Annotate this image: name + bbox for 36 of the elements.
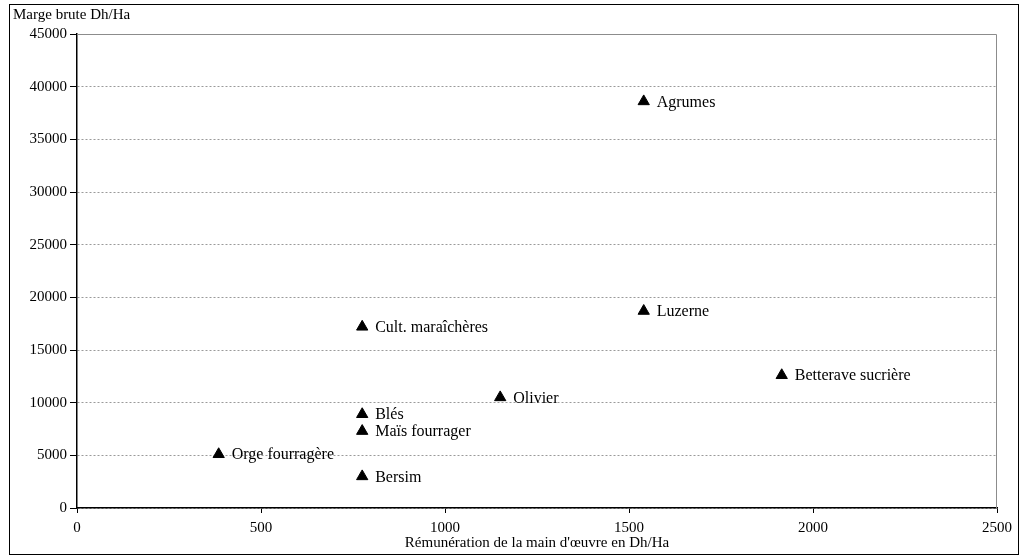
y-tick-label: 40000 bbox=[29, 77, 67, 94]
y-tick-label: 45000 bbox=[29, 24, 67, 41]
point bbox=[637, 304, 650, 315]
y-tick-label: 5000 bbox=[37, 446, 67, 463]
x-tick-label: 500 bbox=[249, 518, 273, 535]
y-tick-label: 25000 bbox=[29, 235, 67, 252]
annotation: Olivier bbox=[513, 388, 560, 406]
y-tick-label: 30000 bbox=[29, 182, 67, 199]
y-axis-title: Marge brute Dh/Ha bbox=[13, 5, 131, 22]
point bbox=[356, 319, 369, 331]
x-tick-label: 0 bbox=[73, 518, 81, 535]
point bbox=[637, 94, 650, 106]
point bbox=[494, 390, 507, 402]
annotation: Luzerne bbox=[656, 302, 710, 320]
annotation: Orge fourragère bbox=[231, 445, 334, 464]
y-tick-label: 15000 bbox=[29, 340, 67, 357]
y-tick-label: 0 bbox=[59, 498, 67, 515]
y-tick-label: 10000 bbox=[29, 393, 67, 410]
x-axis-title: Rémunération de la main d'œuvre en Dh/Ha bbox=[404, 533, 670, 550]
annotation: Betterave sucrière bbox=[794, 366, 911, 384]
point bbox=[212, 447, 225, 459]
annotation: Blés bbox=[375, 405, 404, 423]
point bbox=[356, 424, 369, 435]
annotation: Cult. maraîchères bbox=[375, 318, 489, 336]
x-tick-label: 2500 bbox=[982, 518, 1012, 535]
annotation: Bersim bbox=[375, 467, 422, 485]
annotation: Maïs fourrager bbox=[375, 422, 472, 441]
point bbox=[356, 407, 369, 418]
y-tick-label: 35000 bbox=[29, 130, 67, 147]
point bbox=[775, 368, 788, 380]
x-tick-label: 1000 bbox=[430, 518, 460, 535]
y-tick-label: 20000 bbox=[29, 288, 67, 305]
x-tick-label: 1500 bbox=[614, 518, 644, 535]
annotation: Agrumes bbox=[656, 92, 716, 111]
point bbox=[356, 469, 369, 481]
x-tick-label: 2000 bbox=[798, 518, 828, 535]
